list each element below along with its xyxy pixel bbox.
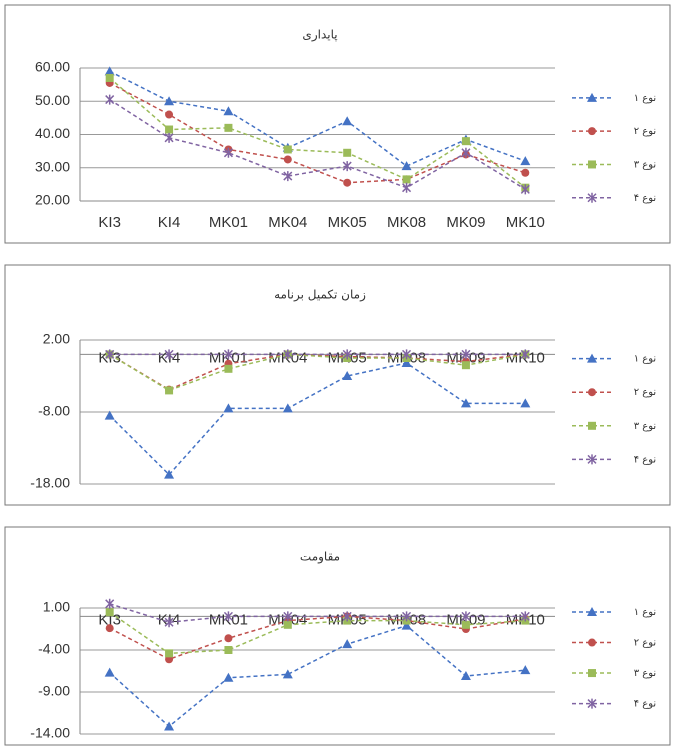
marker bbox=[588, 639, 596, 647]
x-tick-label: MK05 bbox=[328, 214, 367, 231]
marker bbox=[284, 145, 292, 153]
x-tick-label: MK08 bbox=[387, 214, 426, 231]
marker bbox=[165, 386, 173, 394]
marker bbox=[224, 365, 232, 373]
marker bbox=[106, 95, 114, 105]
legend-label: نوع ۲ bbox=[634, 126, 656, 137]
y-tick-label: 30.00 bbox=[35, 158, 70, 174]
legend-label: نوع ۲ bbox=[634, 387, 656, 398]
marker bbox=[165, 126, 173, 134]
marker bbox=[342, 639, 352, 648]
marker bbox=[462, 361, 470, 369]
marker bbox=[588, 388, 596, 396]
legend-label: نوع ۴ bbox=[634, 699, 656, 710]
legend-label: نوع ۴ bbox=[634, 193, 656, 204]
marker bbox=[165, 111, 173, 119]
marker bbox=[106, 599, 114, 609]
x-tick-label: MK04 bbox=[268, 214, 307, 231]
legend-label: نوع ۳ bbox=[634, 668, 656, 679]
y-tick-label: -14.00 bbox=[30, 725, 70, 741]
x-tick-label: MK09 bbox=[446, 214, 485, 231]
legend-label: نوع ۴ bbox=[634, 454, 656, 465]
legend-label: نوع ۳ bbox=[634, 421, 656, 432]
marker bbox=[520, 156, 530, 165]
marker bbox=[461, 671, 471, 680]
y-tick-label: -18.00 bbox=[30, 475, 70, 491]
page: پایداری 20.00 30.00 40.00 50.00 60.00 KI3 KI4 MK… bbox=[0, 0, 675, 754]
marker bbox=[106, 74, 114, 82]
y-tick-label: 40.00 bbox=[35, 125, 70, 141]
marker bbox=[520, 665, 530, 674]
chart-title: مقاومت bbox=[300, 550, 340, 565]
marker bbox=[105, 668, 115, 677]
marker bbox=[403, 175, 411, 183]
y-tick-label: -9.00 bbox=[38, 683, 70, 699]
marker bbox=[343, 179, 351, 187]
marker bbox=[588, 160, 596, 168]
chart-title: پایداری bbox=[302, 28, 337, 43]
marker bbox=[402, 161, 412, 170]
marker bbox=[106, 608, 114, 616]
marker bbox=[165, 649, 173, 657]
y-tick-label: 60.00 bbox=[35, 59, 70, 75]
marker bbox=[521, 169, 529, 177]
marker bbox=[224, 634, 232, 642]
marker bbox=[520, 398, 530, 407]
x-tick-label: KI4 bbox=[158, 214, 181, 231]
marker bbox=[343, 149, 351, 157]
marker bbox=[588, 422, 596, 430]
marker bbox=[342, 116, 352, 125]
y-tick-label: 20.00 bbox=[35, 192, 70, 208]
series-line bbox=[110, 626, 526, 727]
y-tick-label: 2.00 bbox=[43, 331, 70, 347]
legend-label: نوع ۱ bbox=[634, 607, 656, 618]
x-tick-label: MK10 bbox=[506, 214, 545, 231]
legend-label: نوع ۱ bbox=[634, 354, 656, 365]
legend-label: نوع ۱ bbox=[634, 93, 656, 104]
marker bbox=[223, 673, 233, 682]
x-tick-label: MK01 bbox=[209, 214, 248, 231]
y-tick-label: -4.00 bbox=[38, 641, 70, 657]
y-tick-label: 1.00 bbox=[43, 599, 70, 615]
y-tick-label: 50.00 bbox=[35, 92, 70, 108]
x-tick-label: KI3 bbox=[98, 214, 121, 231]
marker bbox=[462, 137, 470, 145]
marker bbox=[284, 155, 292, 163]
marker bbox=[106, 624, 114, 632]
marker bbox=[224, 124, 232, 132]
legend-label: نوع ۳ bbox=[634, 159, 656, 170]
legend-label: نوع ۲ bbox=[634, 638, 656, 649]
y-tick-label: -8.00 bbox=[38, 403, 70, 419]
marker bbox=[223, 106, 233, 115]
series-line bbox=[110, 363, 526, 475]
marker bbox=[224, 646, 232, 654]
marker bbox=[284, 621, 292, 629]
marker bbox=[403, 183, 411, 193]
marker bbox=[283, 403, 293, 412]
marker bbox=[462, 621, 470, 629]
marker bbox=[588, 669, 596, 677]
chart-title: زمان تکمیل برنامه bbox=[274, 288, 366, 303]
marker bbox=[588, 127, 596, 135]
